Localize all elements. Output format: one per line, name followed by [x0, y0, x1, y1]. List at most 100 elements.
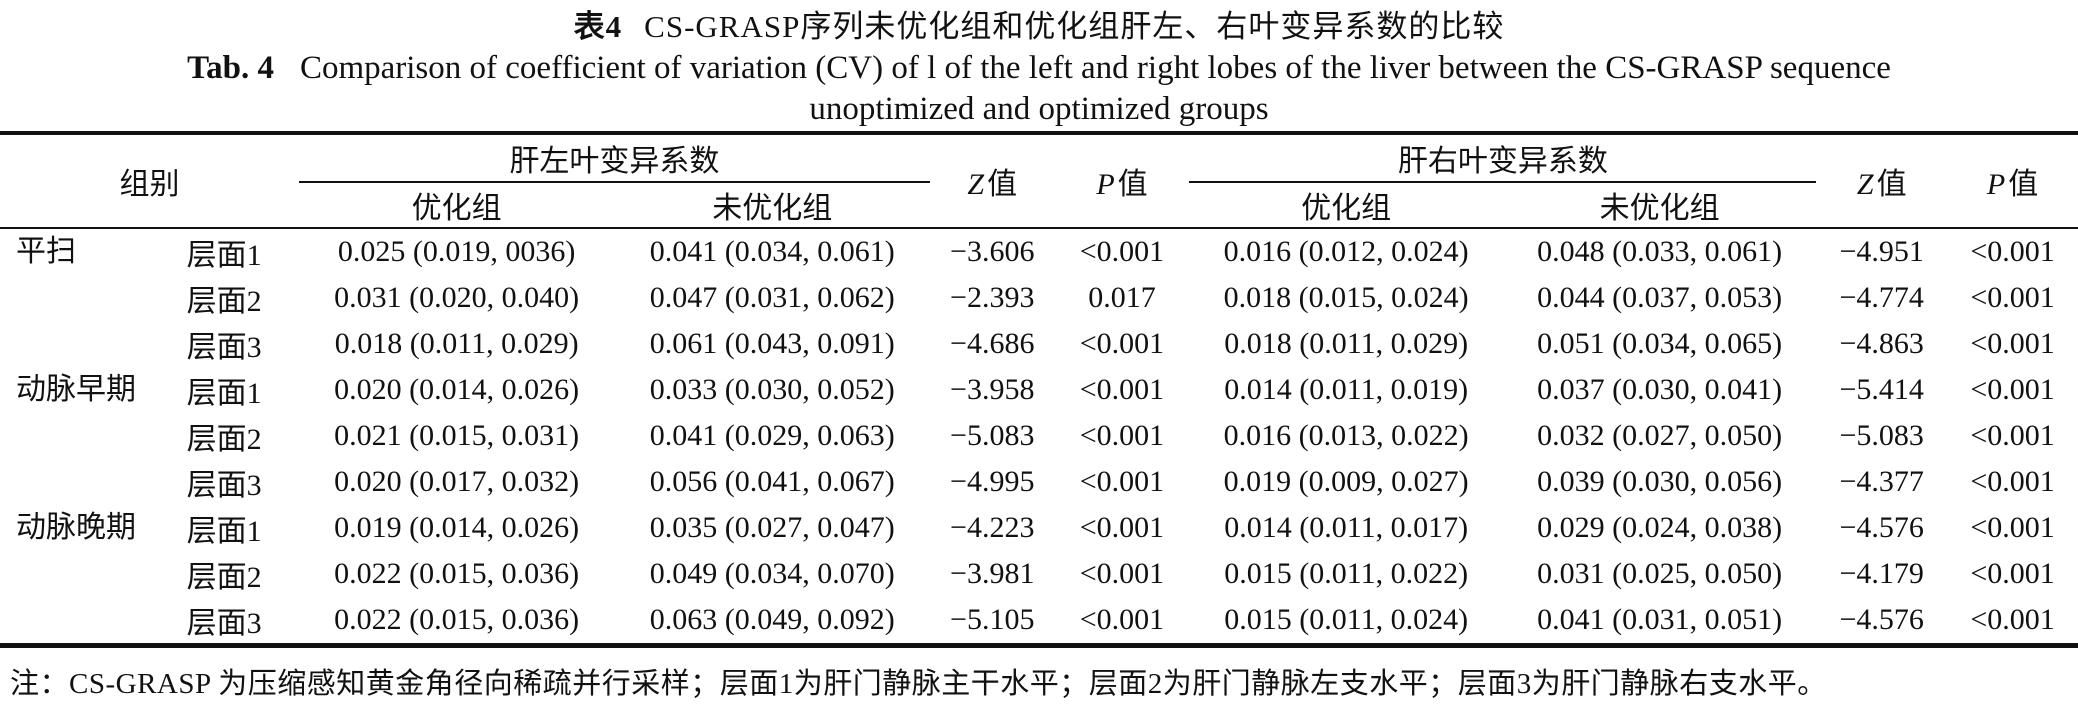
- cv-right-unoptimized: 0.044 (0.037, 0.053): [1537, 281, 1783, 314]
- cv-right-unoptimized: 0.031 (0.025, 0.050): [1537, 557, 1783, 590]
- cv-right-optimized: 0.018 (0.015, 0.024): [1223, 281, 1469, 314]
- p-symbol: P: [1986, 168, 2006, 201]
- cv-right-optimized: 0.019 (0.009, 0.027): [1223, 465, 1469, 498]
- p-value-left: <0.001: [1079, 557, 1165, 590]
- p-value-right: <0.001: [1970, 373, 2055, 406]
- col-header-left-unoptimized: 未优化组: [712, 192, 833, 225]
- p-value-left: <0.001: [1079, 465, 1165, 498]
- p-value-left: <0.001: [1054, 227, 1190, 275]
- z-value-left: −4.686: [950, 327, 1035, 360]
- table-number-en: Tab. 4: [187, 50, 274, 86]
- col-header-right-unoptimized: 未优化组: [1599, 192, 1720, 225]
- z-value-left: −3.606: [929, 227, 1055, 275]
- cv-left-unoptimized: 0.056 (0.041, 0.067): [649, 465, 895, 498]
- table-row: 平扫 层面1 0.025 (0.019, 0036) 0.041 (0.034,…: [0, 227, 2078, 367]
- p-value-right: <0.001: [1970, 327, 2055, 360]
- cv-left-optimized: 0.021 (0.015, 0.031): [334, 419, 580, 452]
- layer-label: 层面2: [186, 285, 262, 318]
- table-number-zh: 表4: [573, 9, 623, 44]
- layer-label: 层面2: [186, 561, 262, 594]
- z-value-left: −4.995: [950, 465, 1035, 498]
- table-row: 层面2 0.021 (0.015, 0.031) 0.041 (0.029, 0…: [0, 413, 2078, 459]
- table-row: 层面2 0.022 (0.015, 0.036) 0.049 (0.034, 0…: [0, 551, 2078, 597]
- layer-label: 层面1: [149, 227, 299, 275]
- layer-label: 层面1: [186, 377, 262, 410]
- table-row: 层面3 0.018 (0.011, 0.029) 0.061 (0.043, 0…: [0, 321, 2078, 367]
- cv-left-unoptimized: 0.061 (0.043, 0.091): [649, 327, 895, 360]
- col-header-right-optimized: 优化组: [1301, 192, 1392, 225]
- p-value-right: <0.001: [1970, 465, 2055, 498]
- p-value-left: <0.001: [1079, 603, 1165, 636]
- p-value-left: <0.001: [1079, 327, 1165, 360]
- cv-right-unoptimized: 0.048 (0.033, 0.061): [1502, 227, 1817, 275]
- table-row: 动脉晚期 层面1 0.019 (0.014, 0.026) 0.035 (0.0…: [0, 505, 2078, 551]
- cv-left-unoptimized: 0.041 (0.029, 0.063): [649, 419, 895, 452]
- cv-left-unoptimized: 0.047 (0.031, 0.062): [649, 281, 895, 314]
- col-header-group: 组别: [119, 168, 180, 201]
- layer-label: 层面1: [186, 515, 262, 548]
- layer-label: 层面2: [186, 423, 262, 456]
- cv-right-optimized: 0.016 (0.013, 0.022): [1223, 419, 1469, 452]
- p-value-left: <0.001: [1079, 373, 1165, 406]
- z-value-left: −2.393: [950, 281, 1035, 314]
- table-title-zh: 表4 CS-GRASP序列未优化组和优化组肝左、右叶变异系数的比较: [0, 6, 2078, 48]
- cv-right-optimized: 0.014 (0.011, 0.017): [1224, 511, 1469, 544]
- layer-label: 层面3: [186, 469, 262, 502]
- cv-right-optimized: 0.015 (0.011, 0.022): [1224, 557, 1469, 590]
- p-value-left: 0.017: [1088, 281, 1156, 314]
- header-row-subgroups: 优化组 未优化组 优化组 未优化组: [0, 182, 2078, 228]
- table-title-en-line2: unoptimized and optimized groups: [809, 91, 1269, 127]
- cv-left-optimized: 0.025 (0.019, 0036): [298, 227, 615, 275]
- z-value-right: −4.576: [1839, 603, 1924, 636]
- table-title-en-line1: Tab. 4 Comparison of coefficient of varia…: [0, 48, 2078, 89]
- p-value-left: <0.001: [1079, 419, 1165, 452]
- cv-left-unoptimized: 0.033 (0.030, 0.052): [649, 373, 895, 406]
- cv-right-optimized: 0.018 (0.011, 0.029): [1224, 327, 1469, 360]
- cv-left-optimized: 0.018 (0.011, 0.029): [334, 327, 579, 360]
- z-value-right: −4.576: [1839, 511, 1924, 544]
- cv-right-optimized: 0.015 (0.011, 0.024): [1224, 603, 1469, 636]
- z-value-left: −5.083: [950, 419, 1035, 452]
- cv-left-unoptimized: 0.063 (0.049, 0.092): [649, 603, 895, 636]
- value-char: 值: [1117, 168, 1148, 201]
- col-header-right-lobe-cv: 肝右叶变异系数: [1189, 133, 1817, 183]
- z-value-right: −4.951: [1816, 227, 1948, 275]
- cv-left-optimized: 0.020 (0.014, 0.026): [334, 373, 580, 406]
- cv-left-unoptimized: 0.041 (0.034, 0.061): [614, 227, 930, 275]
- col-header-left-optimized: 优化组: [411, 192, 502, 225]
- z-value-left: −3.981: [950, 557, 1035, 590]
- z-value-right: −5.083: [1839, 419, 1924, 452]
- col-header-left-lobe-cv: 肝左叶变异系数: [298, 133, 930, 183]
- phase-label: 动脉早期: [16, 373, 136, 406]
- p-symbol: P: [1096, 168, 1115, 201]
- z-value-right: −4.179: [1839, 557, 1924, 590]
- cv-left-optimized: 0.031 (0.020, 0.040): [334, 281, 580, 314]
- p-value-right: <0.001: [1970, 419, 2055, 452]
- table-row: 层面2 0.031 (0.020, 0.040) 0.047 (0.031, 0…: [0, 275, 2078, 321]
- value-char: 值: [1876, 168, 1907, 201]
- layer-label: 层面3: [186, 331, 262, 364]
- p-value-right: <0.001: [1970, 511, 2055, 544]
- cv-right-optimized: 0.014 (0.011, 0.019): [1224, 373, 1469, 406]
- table-footnote: 注：CS-GRASP 为压缩感知黄金角径向稀疏并行采样；层面1为肝门静脉主干水平…: [10, 668, 1827, 700]
- p-value-left: <0.001: [1079, 511, 1165, 544]
- z-value-left: −3.958: [950, 373, 1035, 406]
- cv-right-unoptimized: 0.032 (0.027, 0.050): [1537, 419, 1783, 452]
- table-title-zh-text: CS-GRASP序列未优化组和优化组肝左、右叶变异系数的比较: [644, 9, 1505, 44]
- p-value-right: <0.001: [1970, 603, 2055, 636]
- z-value-right: −4.863: [1839, 327, 1924, 360]
- p-value-right: <0.001: [1970, 557, 2055, 590]
- layer-label: 层面3: [186, 607, 262, 640]
- cv-left-optimized: 0.022 (0.015, 0.036): [334, 603, 580, 636]
- phase-label: 平扫: [0, 227, 150, 367]
- z-value-right: −4.774: [1839, 281, 1924, 314]
- cv-right-unoptimized: 0.051 (0.034, 0.065): [1537, 327, 1783, 360]
- z-symbol: Z: [967, 168, 985, 201]
